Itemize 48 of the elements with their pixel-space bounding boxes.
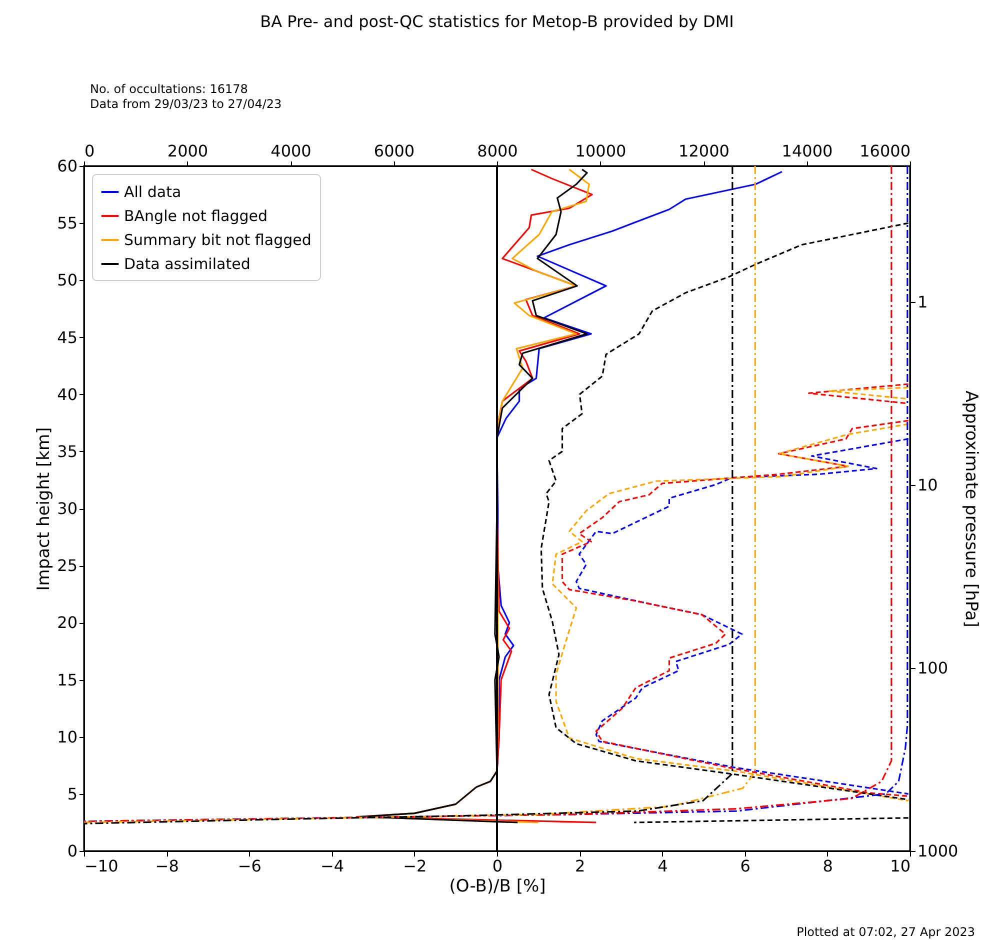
legend-label: BAngle not flagged (124, 207, 268, 225)
x2-tick-label: 4000 (270, 142, 312, 160)
x2-tick-label: 6000 (374, 142, 415, 160)
y-tick-label: 15 (57, 670, 78, 690)
y-tick-label: 25 (57, 556, 78, 576)
x2-tick-label: 14000 (782, 142, 833, 160)
y-tick-label: 55 (57, 214, 78, 233)
y-tick-label: 0 (67, 842, 78, 860)
x-tick-label: −4 (320, 856, 344, 876)
x2-tick-label: 0 (84, 142, 95, 160)
text: Data from 29/03/23 to 27/04/23 (90, 97, 282, 111)
x2-tick-label: 16000 (860, 142, 910, 160)
chart-title: BA Pre- and post-QC statistics for Metop-B provided by DMI (260, 12, 734, 31)
x-tick-label: 10 (890, 856, 910, 876)
x-tick-label: −2 (403, 856, 427, 876)
legend-label: Summary bit not flagged (124, 231, 312, 249)
x2-tick-label: 8000 (477, 142, 518, 160)
text: Plotted at 07:02, 27 Apr 2023 (796, 925, 975, 939)
x2-tick-label: 2000 (167, 142, 208, 160)
y-tick-label: 10 (57, 727, 78, 746)
y2-tick-label: 10 (918, 476, 938, 495)
y2-tick-label: 1000 (918, 842, 958, 860)
y-tick-label: 35 (57, 442, 78, 461)
y-tick-label: 5 (67, 784, 78, 804)
legend-label: All data (124, 183, 182, 201)
x-tick-label: −10 (84, 856, 118, 876)
y-tick-label: 40 (57, 384, 78, 404)
y2-tick-label: 1 (918, 292, 928, 312)
x-tick-label: 0 (492, 856, 503, 876)
x-tick-label: 6 (740, 856, 750, 876)
x-tick-label: −8 (155, 856, 179, 876)
x-tick-label: 4 (658, 856, 668, 876)
legend-label: Data assimilated (124, 255, 250, 273)
y-tick-label: 60 (57, 156, 78, 176)
y2-axis-title: Approximate pressure [hPa] (961, 390, 982, 628)
x-tick-label: 2 (575, 856, 586, 876)
x-tick-label: 8 (822, 856, 833, 876)
y-tick-label: 50 (57, 270, 78, 290)
x-axis-title: (O-B)/B [%] (449, 876, 546, 896)
x2-tick-label: 10000 (575, 142, 626, 160)
y-tick-label: 20 (57, 613, 78, 632)
y2-tick-label: 100 (918, 658, 948, 678)
text: No. of occultations: 16178 (90, 82, 248, 96)
y-axis-title: Impact height [km] (34, 427, 54, 591)
y-tick-label: 30 (57, 499, 78, 518)
x-tick-label: −6 (238, 856, 262, 876)
y-tick-label: 45 (57, 328, 78, 347)
x2-tick-label: 12000 (678, 142, 730, 160)
